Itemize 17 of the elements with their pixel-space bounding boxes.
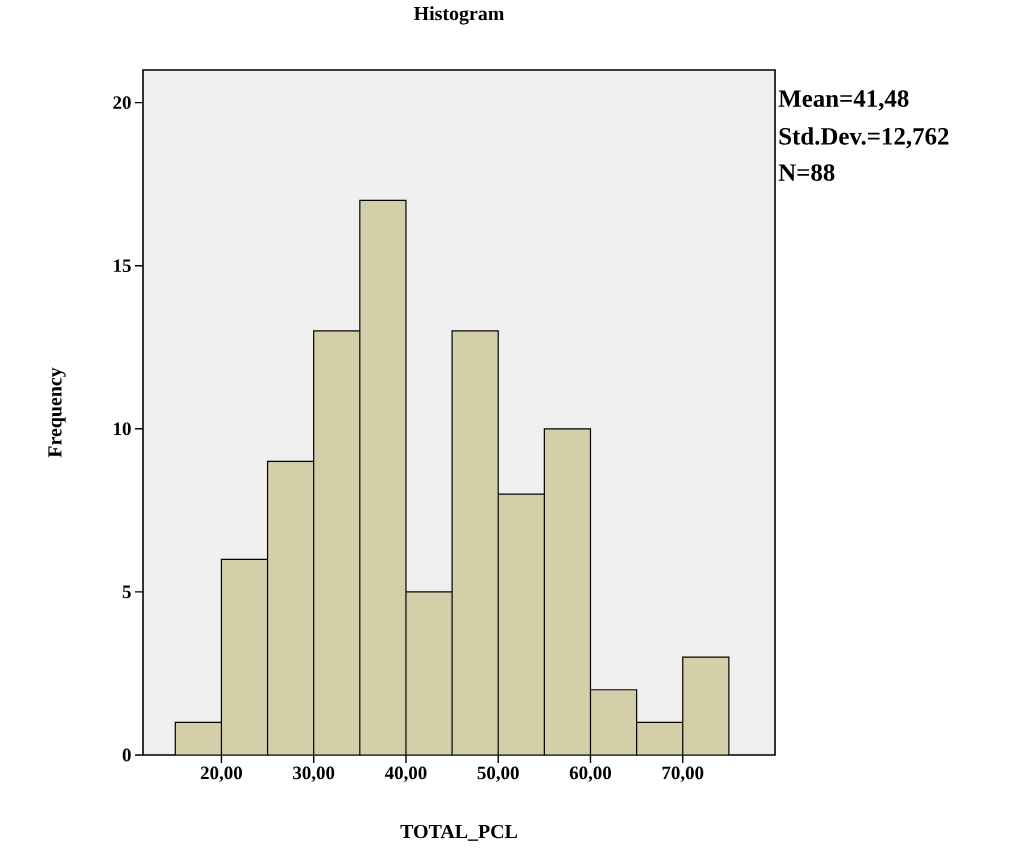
chart-title: Histogram xyxy=(413,6,505,25)
text: Mean=41,48 xyxy=(778,90,909,111)
x-tick-label: 40,00 xyxy=(384,766,427,783)
y-tick-label: 0 xyxy=(122,748,131,762)
text: N=88 xyxy=(778,164,835,181)
text: Std.Dev.=12,762 xyxy=(779,127,949,149)
y-tick-label: 20 xyxy=(113,96,131,109)
x-tick-label: 30,00 xyxy=(293,766,335,783)
x-tick-label: 20,00 xyxy=(200,766,242,783)
x-axis-title: TOTAL_PCL xyxy=(400,824,518,841)
y-tick-label: 5 xyxy=(122,585,131,599)
x-tick-label: 50,00 xyxy=(477,766,519,783)
y-tick-label: 15 xyxy=(114,259,131,273)
x-tick-label: 70,00 xyxy=(662,766,704,783)
y-tick-label: 10 xyxy=(114,422,131,436)
y-axis-title: Frequency xyxy=(48,367,66,458)
x-tick-label: 60,00 xyxy=(569,766,612,783)
